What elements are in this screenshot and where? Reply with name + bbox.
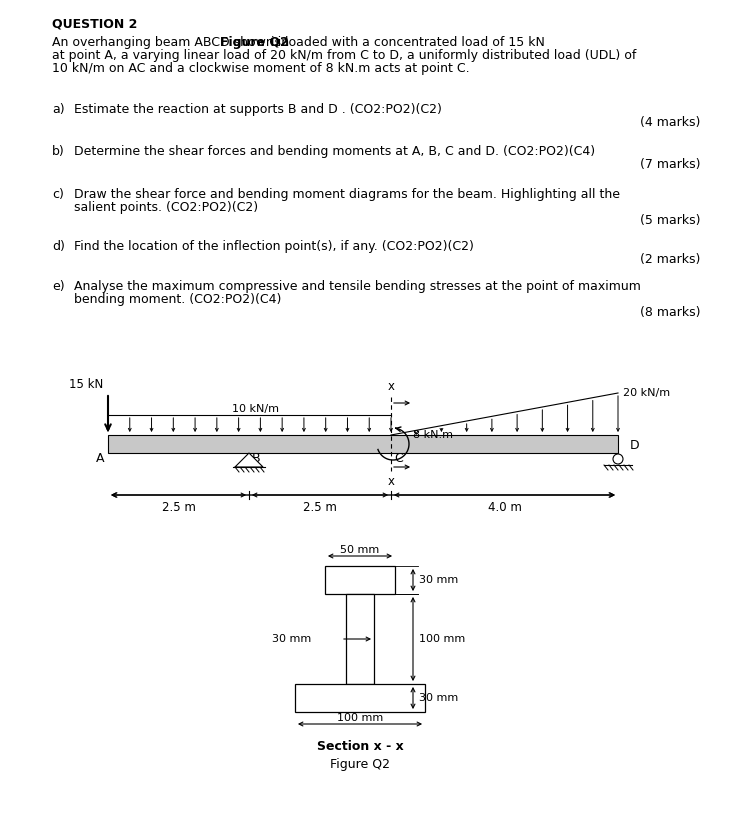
- Text: 8 kN.m: 8 kN.m: [413, 430, 453, 440]
- Text: 15 kN: 15 kN: [69, 378, 103, 391]
- Text: (7 marks): (7 marks): [640, 158, 700, 171]
- Text: D: D: [630, 438, 640, 451]
- Text: x: x: [388, 380, 394, 393]
- Bar: [325, 566, 395, 594]
- Text: is loaded with a concentrated load of 15 kN: is loaded with a concentrated load of 15…: [267, 36, 545, 49]
- Text: x: x: [388, 475, 394, 488]
- Text: C: C: [394, 452, 403, 465]
- Text: Figure Q2: Figure Q2: [220, 36, 289, 49]
- Text: b): b): [52, 145, 64, 158]
- Text: Figure Q2: Figure Q2: [330, 758, 390, 771]
- Text: Draw the shear force and bending moment diagrams for the beam. Highlighting all : Draw the shear force and bending moment …: [74, 188, 620, 201]
- Text: Section x - x: Section x - x: [316, 740, 404, 753]
- Text: (8 marks): (8 marks): [640, 306, 700, 319]
- Text: 2.5 m: 2.5 m: [161, 501, 196, 514]
- Text: at point A, a varying linear load of 20 kN/m from C to D, a uniformly distribute: at point A, a varying linear load of 20 …: [52, 49, 636, 62]
- Text: 100 mm: 100 mm: [419, 634, 465, 644]
- Text: B: B: [252, 452, 261, 465]
- Bar: [108, 435, 618, 453]
- Text: 20 kN/m: 20 kN/m: [623, 388, 670, 398]
- Text: 30 mm: 30 mm: [419, 575, 458, 585]
- Text: (5 marks): (5 marks): [640, 214, 700, 227]
- Circle shape: [613, 454, 623, 464]
- Text: Find the location of the inflection point(s), if any. (CO2:PO2)(C2): Find the location of the inflection poin…: [74, 240, 474, 253]
- Text: 10 kN/m on AC and a clockwise moment of 8 kN.m acts at point C.: 10 kN/m on AC and a clockwise moment of …: [52, 62, 469, 75]
- Bar: [295, 684, 425, 712]
- Text: 50 mm: 50 mm: [340, 545, 380, 555]
- Text: Determine the shear forces and bending moments at A, B, C and D. (CO2:PO2)(C4): Determine the shear forces and bending m…: [74, 145, 596, 158]
- Bar: [346, 594, 374, 684]
- Text: a): a): [52, 103, 64, 116]
- Text: (4 marks): (4 marks): [640, 116, 700, 129]
- Text: (2 marks): (2 marks): [640, 253, 700, 266]
- Text: 4.0 m: 4.0 m: [488, 501, 521, 514]
- Text: Analyse the maximum compressive and tensile bending stresses at the point of max: Analyse the maximum compressive and tens…: [74, 280, 640, 293]
- Text: Estimate the reaction at supports B and D . (CO2:PO2)(C2): Estimate the reaction at supports B and …: [74, 103, 442, 116]
- Text: An overhanging beam ABCD shown in: An overhanging beam ABCD shown in: [52, 36, 293, 49]
- Text: QUESTION 2: QUESTION 2: [52, 18, 137, 31]
- Text: d): d): [52, 240, 64, 253]
- Text: 2.5 m: 2.5 m: [303, 501, 337, 514]
- Text: e): e): [52, 280, 64, 293]
- Text: bending moment. (CO2:PO2)(C4): bending moment. (CO2:PO2)(C4): [74, 293, 281, 306]
- Text: 100 mm: 100 mm: [337, 713, 383, 723]
- Text: 30 mm: 30 mm: [419, 693, 458, 703]
- Text: salient points. (CO2:PO2)(C2): salient points. (CO2:PO2)(C2): [74, 201, 258, 214]
- Text: A: A: [95, 452, 104, 465]
- Text: c): c): [52, 188, 64, 201]
- Polygon shape: [235, 453, 263, 467]
- Text: 10 kN/m: 10 kN/m: [232, 404, 279, 414]
- Text: 30 mm: 30 mm: [272, 634, 311, 644]
